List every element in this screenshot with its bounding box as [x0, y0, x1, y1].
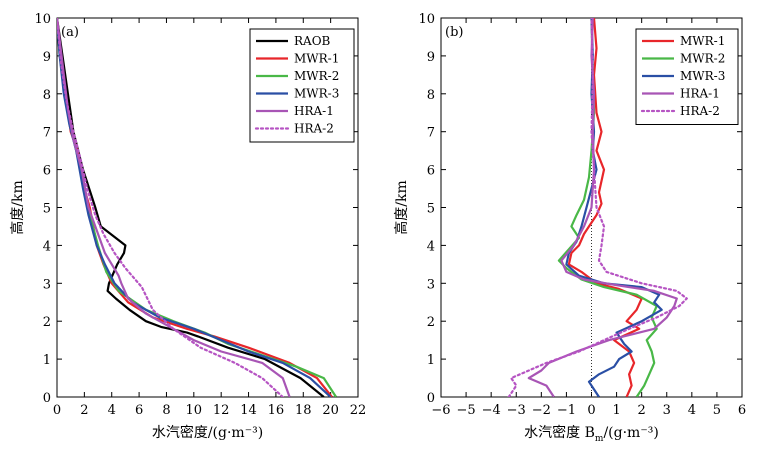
chart0-y-tick-label: 6 — [43, 164, 51, 179]
chart0-x-tick-label: 2 — [80, 403, 88, 418]
chart1-x-tick-label: −6 — [431, 403, 450, 418]
chart0-y-axis-label: 高度/km — [9, 180, 26, 234]
chart1-x-tick-label: 1 — [612, 403, 620, 418]
chart0-y-tick-label: 8 — [43, 88, 51, 103]
chart1-x-axis-label-main: 水汽密度 B — [524, 424, 595, 441]
chart0-x-tick-label: 12 — [213, 403, 230, 418]
chart1-y-tick-label: 3 — [427, 277, 435, 292]
chart1-y-tick-label: 4 — [427, 239, 435, 254]
chart1-x-tick-label: 6 — [738, 403, 746, 418]
chart0-x-tick-label: 20 — [322, 403, 339, 418]
chart1-x-tick-label: 5 — [713, 403, 721, 418]
chart1-y-tick-label: 8 — [427, 88, 435, 103]
chart1-x-tick-label: −1 — [557, 403, 576, 418]
chart1-y-tick-label: 1 — [427, 353, 435, 368]
panel-b: −6 −5 −4 −3 −2 −1 0 1 2 3 4 5 6 0 1 2 3 4 5 6 7 8 9 10 MWR-1 MWR-… — [393, 12, 746, 444]
chart1-y-tick-label: 5 — [427, 202, 435, 217]
chart0-legend-label-hra-1: HRA-1 — [294, 104, 334, 118]
chart0-x-tick-label: 22 — [350, 403, 367, 418]
chart0-y-tick-label: 9 — [43, 50, 51, 65]
chart1-y-axis-label: 高度/km — [393, 180, 410, 234]
chart1-x-tick-label: −5 — [456, 403, 475, 418]
chart0-y-tick-label: 4 — [43, 239, 51, 254]
chart0-y-tick-label: 3 — [43, 277, 51, 292]
chart0-legend-label-mwr-1: MWR-1 — [294, 52, 339, 66]
chart1-series-mwr-1-line — [567, 18, 643, 397]
chart0-y-tick-label: 7 — [43, 126, 51, 141]
chart0-y-tick-label: 10 — [34, 12, 51, 27]
chart1-legend-label-mwr-3: MWR-3 — [680, 69, 725, 83]
chart0-x-tick-label: 18 — [295, 403, 312, 418]
chart1-legend-label-hra-1: HRA-1 — [680, 87, 720, 101]
chart0-x-tick-label: 4 — [108, 403, 116, 418]
chart1-series-mwr-2-line — [557, 18, 658, 397]
chart0-series-hra-1-line — [57, 18, 291, 397]
chart1-legend-label-mwr-1: MWR-1 — [680, 34, 725, 48]
chart0-series-hra-2-line — [57, 18, 284, 397]
chart1-y-tick-label: 6 — [427, 164, 435, 179]
chart0-y-tick-label: 2 — [43, 315, 51, 330]
chart1-y-tick-label: 2 — [427, 315, 435, 330]
chart1-y-tick-label: 0 — [427, 391, 435, 406]
chart0-legend-label-mwr-3: MWR-3 — [294, 87, 339, 101]
chart0-legend-label-raob: RAOB — [294, 34, 331, 48]
chart0-x-tick-label: 8 — [162, 403, 170, 418]
chart1-panel-label: (b) — [445, 25, 463, 40]
panel-a: 0 2 4 6 8 10 12 14 16 18 20 22012345678910RAOBMWR-1… — [9, 12, 366, 441]
chart1-y-tick-label: 10 — [418, 12, 435, 27]
chart0-panel-label: (a) — [61, 25, 79, 40]
chart0-y-tick-label: 0 — [43, 391, 51, 406]
chart1-x-tick-label: 0 — [587, 403, 595, 418]
chart0-legend-box — [249, 28, 355, 143]
chart0-x-tick-label: 16 — [268, 403, 285, 418]
chart1-x-tick-label: 2 — [638, 403, 646, 418]
chart0-x-axis-label: 水汽密度/(g·m⁻³) — [152, 424, 263, 441]
chart1-legend-label-hra-2: HRA-2 — [680, 104, 720, 118]
chart1-y-tick-label: 9 — [427, 50, 435, 65]
chart1-x-tick-label: 4 — [688, 403, 696, 418]
chart0-x-tick-label: 10 — [186, 403, 203, 418]
chart1-x-tick-label: 3 — [663, 403, 671, 418]
chart0-x-tick-label: 6 — [135, 403, 143, 418]
chart0-x-tick-label: 0 — [53, 403, 61, 418]
chart0-legend-label-hra-2: HRA-2 — [294, 122, 334, 136]
chart0-series-mwr-3-line — [57, 18, 332, 397]
chart0-y-tick-label: 5 — [43, 202, 51, 217]
chart1-series-hra-2-line — [507, 18, 688, 397]
chart1-x-tick-label: −3 — [507, 403, 526, 418]
chart1-y-tick-label: 7 — [427, 126, 435, 141]
chart0-x-tick-label: 14 — [240, 403, 257, 418]
chart0-legend-label-mwr-2: MWR-2 — [294, 69, 339, 83]
chart1-x-axis-label-units: /(g·m⁻³) — [603, 425, 658, 441]
chart1-x-axis-label-subscript: m — [595, 434, 604, 444]
chart1-x-tick-label: −4 — [482, 403, 501, 418]
chart1-legend-label-mwr-2: MWR-2 — [680, 52, 725, 66]
chart0-y-tick-label: 1 — [43, 353, 51, 368]
chart1-x-axis-label: 水汽密度 Bm/(g·m⁻³) — [524, 424, 659, 444]
chart1-x-tick-label: −2 — [532, 403, 551, 418]
